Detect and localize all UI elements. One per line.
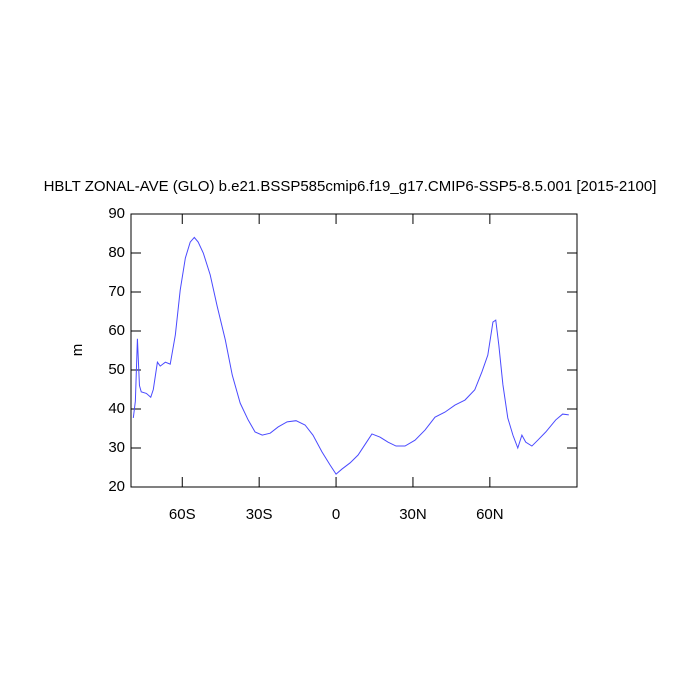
x-tick-label: 30S [246, 506, 273, 523]
x-tick-label: 60N [476, 506, 504, 523]
y-axis-label: m [69, 344, 86, 357]
y-tick-label: 80 [108, 244, 125, 261]
y-tick-label: 20 [108, 478, 125, 495]
data-line [132, 236, 569, 475]
y-tick-label: 40 [108, 400, 125, 417]
x-tick-label: 60S [169, 506, 196, 523]
y-tick-label: 60 [108, 322, 125, 339]
y-tick-label: 50 [108, 361, 125, 378]
plot-frame [130, 213, 578, 488]
y-tick-label: 70 [108, 283, 125, 300]
chart-title: HBLT ZONAL-AVE (GLO) b.e21.BSSP585cmip6.… [44, 178, 657, 195]
x-tick-label: 30N [399, 506, 427, 523]
x-tick-label: 0 [332, 506, 340, 523]
y-tick-label: 30 [108, 439, 125, 456]
y-tick-label: 90 [108, 205, 125, 222]
